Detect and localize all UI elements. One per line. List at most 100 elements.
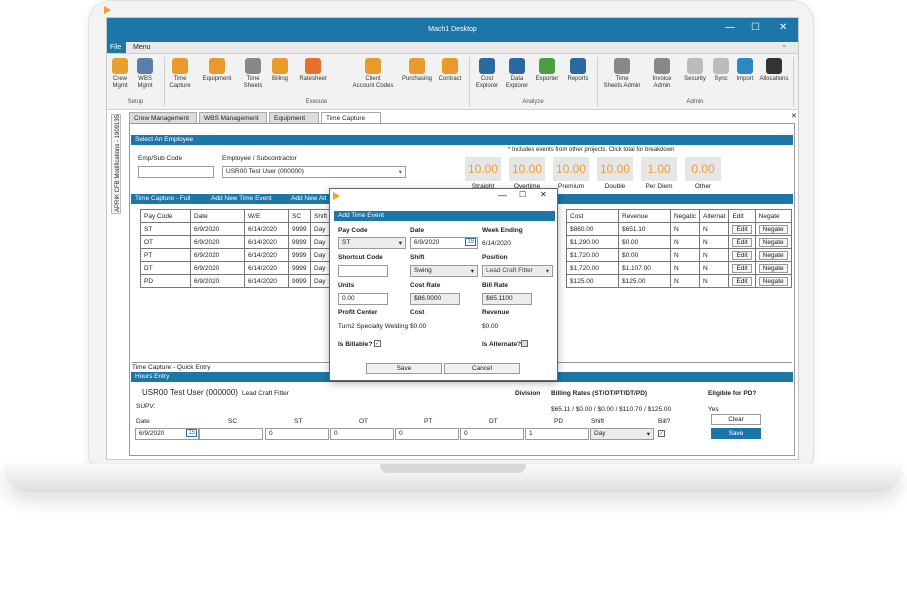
edit-button[interactable]: Edit <box>732 263 752 273</box>
ratesheet-button[interactable]: Ratesheet <box>294 58 332 83</box>
equipment-button[interactable]: Equipment <box>198 58 236 83</box>
contract-button[interactable]: Contract <box>434 58 466 83</box>
quick-st-input[interactable]: 0 <box>265 428 329 440</box>
quick-ot-input[interactable]: 0 <box>330 428 394 440</box>
menu-file[interactable]: File <box>107 42 126 53</box>
dialog-minimize-button[interactable]: — <box>498 190 507 200</box>
date-input[interactable]: 6/9/2020 15 <box>410 237 478 249</box>
exporter-button[interactable]: Exporter <box>533 58 561 83</box>
ribbon-collapse-icon[interactable]: ▫ <box>783 43 786 50</box>
dialog-maximize-button[interactable]: ☐ <box>519 190 527 199</box>
close-button[interactable]: ✕ <box>779 22 788 33</box>
table-row[interactable]: OT 6/9/2020 6/14/2020 9999 Day <box>140 235 332 249</box>
column-header[interactable]: Shift <box>309 209 332 223</box>
column-header[interactable]: W/E <box>244 209 289 223</box>
column-header[interactable]: Negate <box>754 209 792 223</box>
column-header[interactable]: Revenue <box>618 209 671 223</box>
table-row[interactable]: PD 6/9/2020 6/14/2020 9999 Day <box>140 274 332 288</box>
tab-crew-management[interactable]: Crew Management <box>129 112 197 123</box>
negate-button[interactable]: Negate <box>758 276 788 286</box>
table-row[interactable]: $860.00 $651.10 N N Edit Negate <box>566 222 792 236</box>
table-row[interactable]: DT 6/9/2020 6/14/2020 9999 Day <box>140 261 332 275</box>
total-double-value[interactable]: 10.00 <box>597 157 633 181</box>
column-header[interactable]: Pay Code <box>140 209 191 223</box>
import-button[interactable]: Import <box>733 58 757 83</box>
column-header[interactable]: SC <box>288 209 311 223</box>
dialog-cancel-button[interactable]: Cancel <box>444 363 520 374</box>
table-row[interactable]: $1,720.00 $0.00 N N Edit Negate <box>566 248 792 262</box>
total-per-diem-value[interactable]: 1.00 <box>641 157 677 181</box>
clear-button[interactable]: Clear <box>711 414 761 425</box>
total-straight-value[interactable]: 10.00 <box>465 157 501 181</box>
calendar-icon[interactable]: 15 <box>186 429 197 437</box>
quick-shift-select[interactable]: Day ▾ <box>590 428 654 440</box>
table-cell: $1,720.00 <box>566 248 619 262</box>
table-row[interactable]: PT 6/9/2020 6/14/2020 9999 Day <box>140 248 332 262</box>
shortcut-code-input[interactable] <box>338 265 388 277</box>
invoice-admin-button[interactable]: Invoice Admin <box>647 58 677 90</box>
pay-code-select[interactable]: ST ▾ <box>338 237 406 249</box>
total-overtime-value[interactable]: 10.00 <box>509 157 545 181</box>
emp-code-input[interactable] <box>138 166 214 178</box>
quick-dt-input[interactable]: 0 <box>460 428 524 440</box>
table-row[interactable]: $1,720.00 $1,107.00 N N Edit Negate <box>566 261 792 275</box>
column-header[interactable]: Cost <box>566 209 619 223</box>
allocations-button[interactable]: Allocations <box>757 58 791 83</box>
sync-button[interactable]: Sync <box>709 58 733 83</box>
quick-pt-input[interactable]: 0 <box>395 428 459 440</box>
total-other-value[interactable]: 0.00 <box>685 157 721 181</box>
time-sheets-admin-button[interactable]: Time Sheets Admin <box>600 58 644 90</box>
table-row[interactable]: $125.00 $125.00 N N Edit Negate <box>566 274 792 288</box>
edit-button[interactable]: Edit <box>732 237 752 247</box>
tab-time-capture[interactable]: Time Capture <box>321 112 381 123</box>
column-header[interactable]: Negatic <box>669 209 701 223</box>
negate-button[interactable]: Negate <box>758 250 788 260</box>
client-account-codes-button[interactable]: Client Account Codes <box>345 58 401 90</box>
edit-button[interactable]: Edit <box>732 276 752 286</box>
purchasing-button[interactable]: Purchasing <box>396 58 438 83</box>
side-project-tab[interactable]: APRIK CFB Modifications - 1909135 <box>111 114 121 214</box>
tab-wbs-management[interactable]: WBS Management <box>199 112 267 123</box>
minimize-button[interactable]: — <box>725 22 735 33</box>
time-capture-button[interactable]: Time Capture <box>168 58 192 90</box>
billing-button[interactable]: Billing <box>268 58 292 83</box>
column-header[interactable]: Date <box>190 209 245 223</box>
quick-sc-input[interactable] <box>199 428 263 440</box>
edit-button[interactable]: Edit <box>732 224 752 234</box>
crew-mgmt-button[interactable]: Crew Mgmt <box>109 58 131 90</box>
cost-explorer-button[interactable]: Cost Explorer <box>473 58 501 90</box>
dialog-close-button[interactable]: ✕ <box>540 190 547 199</box>
is-billable-checkbox[interactable]: ✓ <box>374 340 381 347</box>
units-input[interactable]: 0.00 <box>338 293 388 305</box>
negate-button[interactable]: Negate <box>758 263 788 273</box>
shift-select[interactable]: Swing ▾ <box>410 265 478 277</box>
column-header[interactable]: Edit <box>728 209 756 223</box>
save-button[interactable]: Save <box>711 428 761 439</box>
table-row[interactable]: ST 6/9/2020 6/14/2020 9999 Day <box>140 222 332 236</box>
total-premium-value[interactable]: 10.00 <box>553 157 589 181</box>
add-new-time-event-link[interactable]: Add New Time Event <box>211 195 272 202</box>
quick-date-input[interactable]: 6/9/2020 15 <box>135 428 199 440</box>
is-alternate-checkbox[interactable] <box>521 340 528 347</box>
time-sheets-button[interactable]: Time Sheets <box>241 58 265 90</box>
edit-button[interactable]: Edit <box>732 250 752 260</box>
table-row[interactable]: $1,290.00 $0.00 N N Edit Negate <box>566 235 792 249</box>
close-tab-icon[interactable]: ✕ <box>791 113 797 120</box>
reports-button[interactable]: Reports <box>565 58 591 83</box>
negate-button[interactable]: Negate <box>758 237 788 247</box>
position-select[interactable]: Lead Craft Fitter ▾ <box>482 265 553 277</box>
tab-equipment[interactable]: Equipment <box>269 112 319 123</box>
add-new-alt-link[interactable]: Add New Alt <box>291 195 327 202</box>
employee-select[interactable]: USR00 Test User (000000) ▾ <box>222 166 406 178</box>
quick-pd-input[interactable]: 1 <box>525 428 589 440</box>
quick-bill-checkbox[interactable]: ✓ <box>658 430 665 437</box>
column-header[interactable]: Alternat <box>699 209 730 223</box>
dialog-save-button[interactable]: Save <box>366 363 442 374</box>
negate-button[interactable]: Negate <box>758 224 788 234</box>
wbs-mgmt-button[interactable]: WBS Mgmt <box>134 58 156 90</box>
menu-menu[interactable]: Menu <box>133 44 151 51</box>
maximize-button[interactable]: ☐ <box>751 22 760 33</box>
calendar-icon[interactable]: 15 <box>465 238 476 246</box>
data-explorer-button[interactable]: Data Explorer <box>503 58 531 90</box>
security-button[interactable]: Security <box>680 58 710 83</box>
